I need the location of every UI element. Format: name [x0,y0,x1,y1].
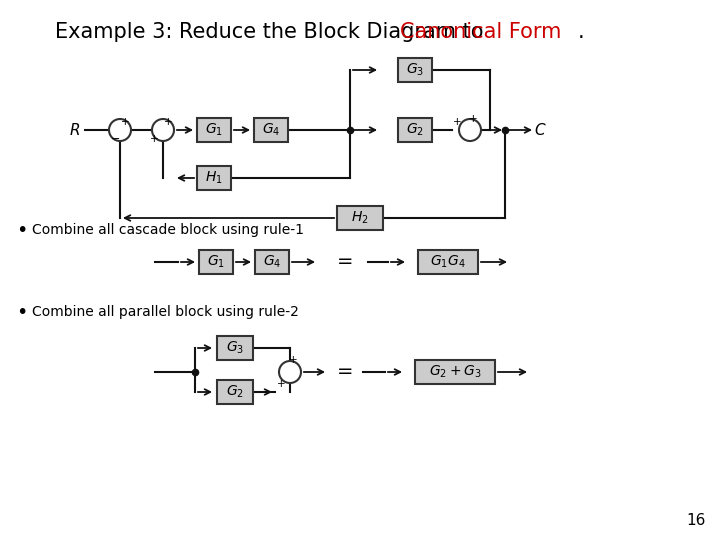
Text: +: + [276,379,285,389]
Text: $C$: $C$ [534,122,546,138]
Text: $H_1$: $H_1$ [205,170,223,186]
Text: •: • [17,302,27,321]
FancyBboxPatch shape [415,360,495,384]
FancyBboxPatch shape [337,206,383,230]
Text: Canonical Form: Canonical Form [400,22,562,42]
Text: .: . [578,22,585,42]
Text: +: + [121,117,130,127]
Text: +: + [453,117,462,127]
Text: −: − [112,134,121,144]
FancyBboxPatch shape [217,336,253,360]
Text: +: + [289,355,297,365]
Text: =: = [337,362,354,381]
Text: $G_4$: $G_4$ [262,122,280,138]
FancyBboxPatch shape [398,58,432,82]
FancyBboxPatch shape [255,250,289,274]
Text: $G_1$: $G_1$ [207,254,225,270]
Text: $G_4$: $G_4$ [263,254,281,270]
Text: •: • [17,220,27,240]
FancyBboxPatch shape [197,118,231,142]
Text: Combine all parallel block using rule-2: Combine all parallel block using rule-2 [32,305,299,319]
Text: $G_2$: $G_2$ [406,122,424,138]
Circle shape [459,119,481,141]
FancyBboxPatch shape [197,166,231,190]
Text: $R$: $R$ [69,122,81,138]
Circle shape [279,361,301,383]
FancyBboxPatch shape [418,250,478,274]
FancyBboxPatch shape [217,380,253,404]
Text: =: = [337,253,354,272]
FancyBboxPatch shape [398,118,432,142]
Text: +: + [163,117,172,127]
Circle shape [152,119,174,141]
Text: $G_1G_4$: $G_1G_4$ [430,254,466,270]
Text: $G_1$: $G_1$ [205,122,223,138]
Text: Combine all cascade block using rule-1: Combine all cascade block using rule-1 [32,223,304,237]
Text: $G_3$: $G_3$ [226,340,244,356]
Text: $G_2 + G_3$: $G_2 + G_3$ [428,364,481,380]
Text: +: + [150,134,158,144]
FancyBboxPatch shape [199,250,233,274]
Circle shape [109,119,131,141]
Text: Example 3: Reduce the Block Diagram to: Example 3: Reduce the Block Diagram to [55,22,490,42]
Text: $G_2$: $G_2$ [226,384,244,400]
Text: 16: 16 [687,513,706,528]
FancyBboxPatch shape [254,118,288,142]
Text: $H_2$: $H_2$ [351,210,369,226]
Text: $G_3$: $G_3$ [406,62,424,78]
Text: +: + [469,114,477,124]
